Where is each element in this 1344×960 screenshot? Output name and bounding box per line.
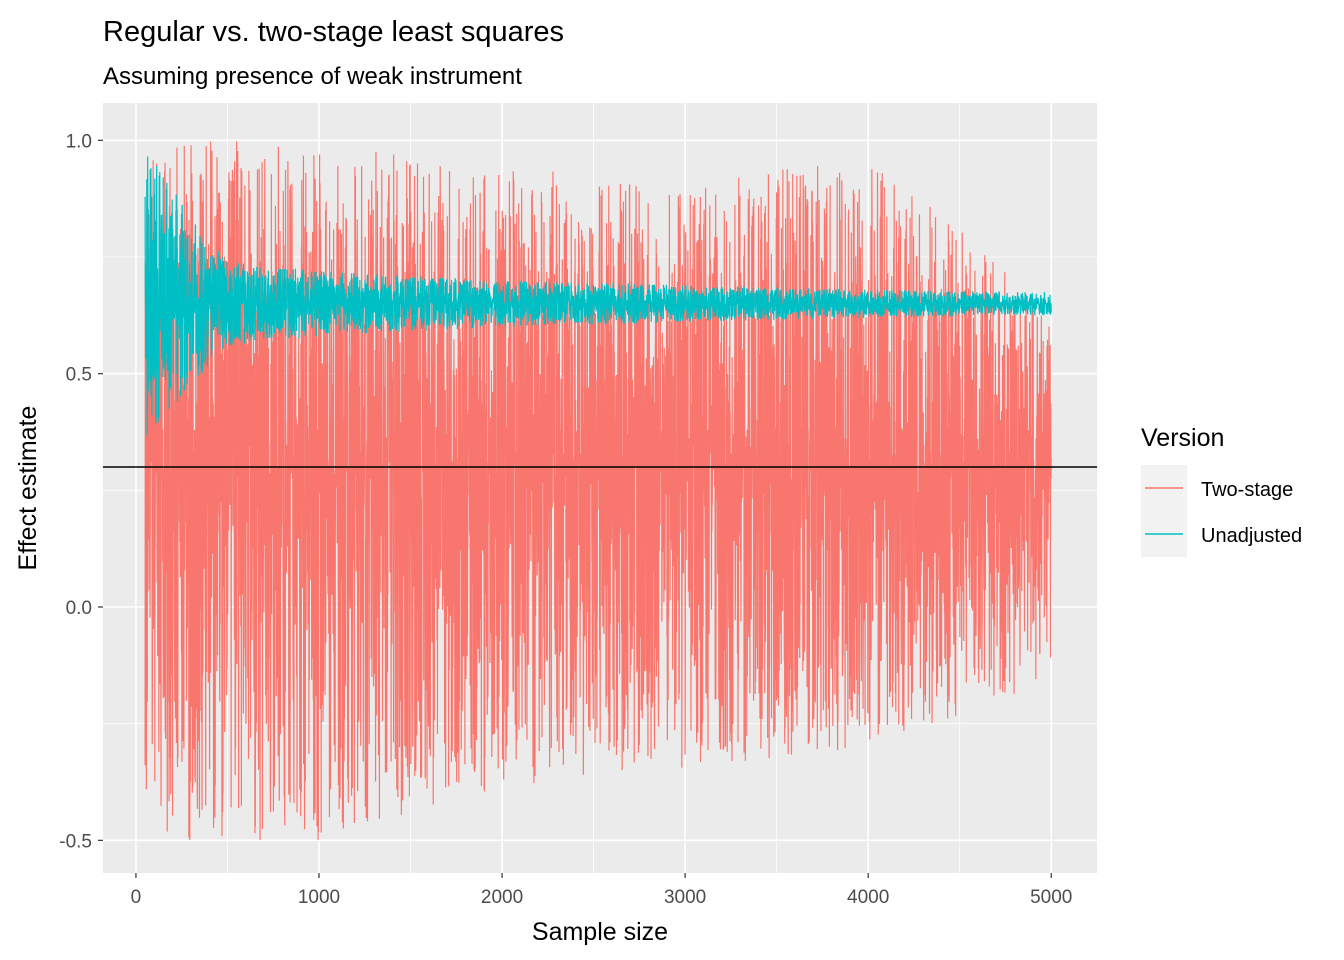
legend-label-unadjusted: Unadjusted <box>1201 525 1302 547</box>
x-axis-label: Sample size <box>532 918 668 946</box>
series-unadjusted-line <box>144 156 1052 436</box>
y-tick-label: -0.5 <box>59 831 92 852</box>
x-tick-label: 3000 <box>664 887 706 908</box>
series-two-stage-line <box>144 141 1052 840</box>
x-tick-label: 2000 <box>481 887 523 908</box>
x-tick-label: 4000 <box>847 887 889 908</box>
y-tick-label: 0.5 <box>66 365 92 386</box>
y-axis-label: Effect estimate <box>14 406 42 571</box>
legend: Version Two-stage Unadjusted <box>1141 424 1302 557</box>
x-tick-label: 1000 <box>298 887 340 908</box>
legend-label-two-stage: Two-stage <box>1201 479 1293 501</box>
y-tick-label: 1.0 <box>66 131 92 152</box>
chart-title: Regular vs. two-stage least squares <box>103 16 564 48</box>
chart-subtitle: Assuming presence of weak instrument <box>103 63 522 90</box>
series-layer <box>144 141 1052 840</box>
legend-title: Version <box>1141 424 1224 452</box>
x-tick-label: 5000 <box>1030 887 1072 908</box>
x-axis-ticks: 0 1000 2000 3000 4000 5000 <box>131 873 1072 908</box>
x-tick-label: 0 <box>131 887 142 908</box>
y-axis-ticks: -0.5 0.0 0.5 1.0 <box>59 131 103 852</box>
y-tick-label: 0.0 <box>66 598 92 619</box>
